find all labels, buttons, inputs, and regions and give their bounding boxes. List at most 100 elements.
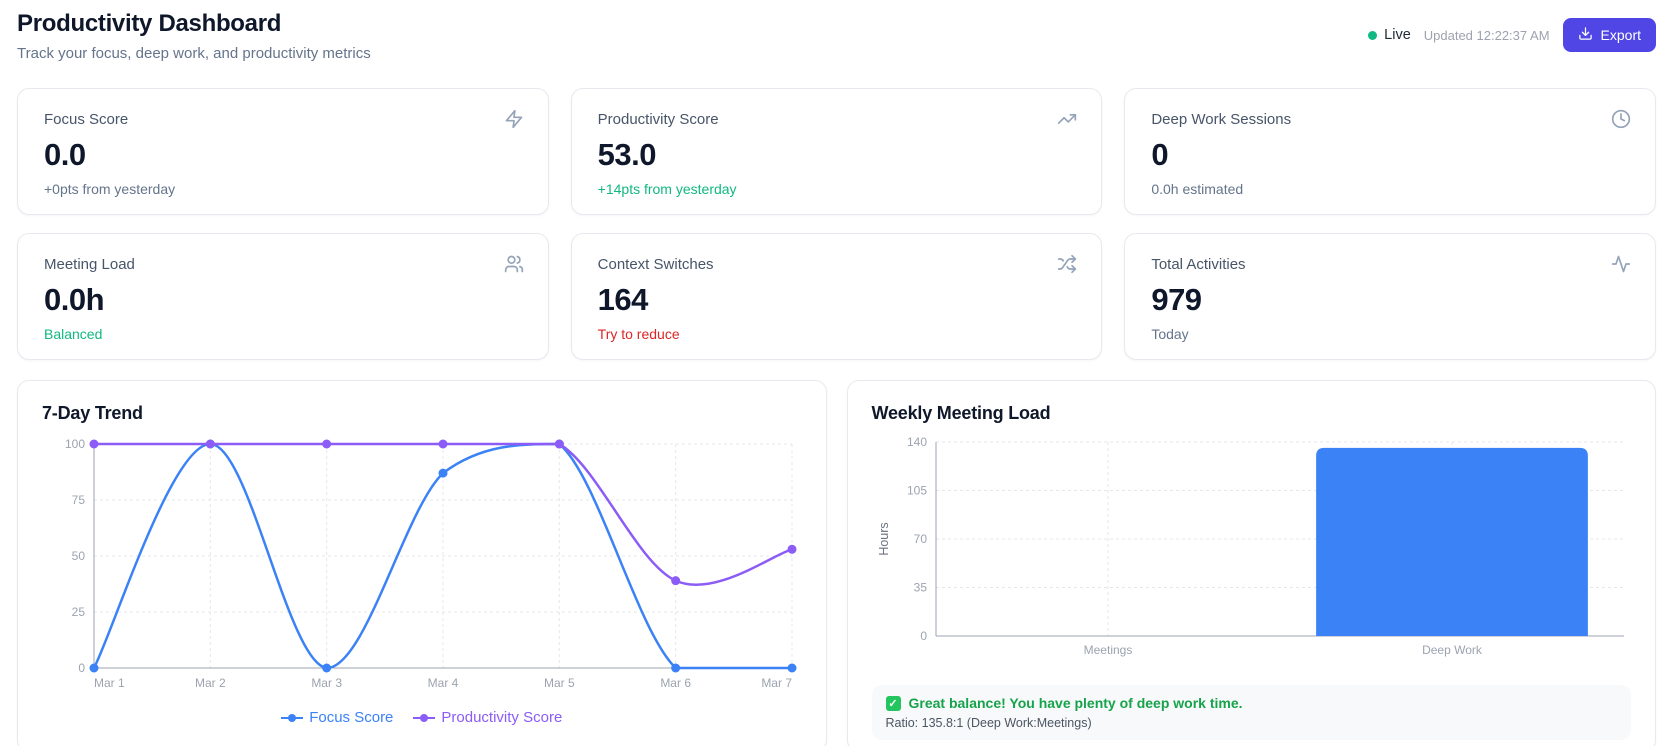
data-point [554,439,564,449]
data-point [322,663,332,673]
y-tick-label: 50 [72,549,86,563]
page-subtitle: Track your focus, deep work, and product… [17,45,371,62]
metric-card-deep-work-sessions: Deep Work Sessions 0 0.0h estimated [1124,88,1656,215]
data-point [671,663,681,673]
export-button[interactable]: Export [1562,18,1656,52]
metric-value: 979 [1151,282,1202,317]
metric-value: 164 [597,282,649,317]
y-tick-label: 75 [72,493,86,507]
live-dot-icon [1368,30,1378,40]
bar [1315,447,1588,636]
data-point [787,544,797,554]
metric-delta: Balanced [44,326,103,342]
users-icon [504,254,524,274]
data-point [438,439,448,449]
updated-timestamp: Updated 12:22:37 AM [1423,27,1550,43]
trending-up-icon [1057,109,1077,129]
data-point [438,468,448,478]
metric-label: Focus Score [44,111,129,128]
data-point [322,439,332,449]
y-tick-label: 0 [78,661,85,675]
metric-value: 53.0 [597,137,657,172]
y-tick-label: 35 [913,581,927,595]
clock-icon [1611,109,1631,129]
trend-chart-body: 0 25 50 75 100 Mar 1 Mar 2 Mar 3 Mar 4 Mar 5 Mar 6… [42,434,802,705]
metric-delta: +0pts from yesterday [44,181,176,197]
header-controls: Live Updated 12:22:37 AM Export [1368,18,1656,52]
metric-delta: 0.0h estimated [1151,181,1244,197]
y-tick-label: 70 [913,532,927,546]
trend-chart-legend: Focus Score Productivity Score [42,709,802,726]
metric-delta: Try to reduce [597,326,680,342]
download-icon [1578,26,1593,44]
metric-card-context-switches: Context Switches 164 Try to reduce [570,233,1103,360]
metric-card-productivity-score: Productivity Score 53.0 +14pts from yest… [570,88,1103,215]
metric-label: Total Activities [1151,256,1246,273]
series-line [92,442,792,670]
x-category-label: Deep Work [1422,643,1483,657]
data-point [205,439,215,449]
y-tick-label: 140 [906,435,926,449]
y-tick-label: 100 [65,437,85,451]
activity-icon [1611,254,1631,274]
x-tick-label: Mar 6 [660,676,691,690]
page-title: Productivity Dashboard [17,10,282,37]
meeting-load-chart-title: Weekly Meeting Load [871,403,1051,423]
y-axis-label: Hours [877,522,891,555]
balance-note: ✓ Great balance! You have plenty of deep… [871,685,1631,740]
x-category-label: Meetings [1083,643,1132,657]
balance-note-title: Great balance! You have plenty of deep w… [908,695,1243,711]
metric-card-meeting-load: Meeting Load 0.0h Balanced [17,233,549,360]
x-tick-label: Mar 1 [94,676,125,690]
check-icon: ✓ [885,695,901,711]
y-tick-label: 0 [920,629,927,643]
x-tick-label: Mar 7 [761,676,792,690]
metric-label: Context Switches [597,256,714,273]
balance-note-title-row: ✓ Great balance! You have plenty of deep… [885,695,1618,711]
meeting-load-chart-svg: 0 35 70 105 140 Meetings Deep Work Hours [877,435,1624,657]
meeting-load-chart-body: 0 35 70 105 140 Meetings Deep Work Hours [872,434,1632,669]
balance-note-ratio: Ratio: 135.8:1 (Deep Work:Meetings) [885,716,1092,730]
y-tick-label: 105 [906,484,926,498]
header: Productivity Dashboard Track your focus,… [17,10,1656,62]
metric-value: 0 [1151,137,1169,172]
trend-chart-title: 7-Day Trend [42,403,143,423]
live-label: Live [1384,27,1411,43]
data-point [89,439,99,449]
legend-marker-icon [281,713,304,722]
live-status: Live [1368,27,1411,43]
zap-icon [504,109,524,129]
metric-value: 0.0 [44,137,86,172]
metric-label: Deep Work Sessions [1151,111,1292,128]
metric-delta: Today [1151,326,1189,342]
series-line [93,442,793,587]
y-tick-label: 25 [72,605,86,619]
meeting-load-chart-card: Weekly Meeting Load 0 35 70 105 140 Meetings D… [846,380,1656,746]
x-tick-label: Mar 5 [544,676,575,690]
shuffle-icon [1057,254,1077,274]
x-tick-label: Mar 3 [311,676,342,690]
metric-value: 0.0h [44,282,105,317]
legend-label: Productivity Score [441,709,563,726]
data-point [787,663,797,673]
metric-card-total-activities: Total Activities 979 Today [1124,233,1656,360]
header-titles: Productivity Dashboard Track your focus,… [17,10,371,62]
legend-item[interactable]: Productivity Score [413,709,562,726]
charts-grid: 7-Day Trend 0 25 50 75 100 Mar 1 Mar 2 Mar 3 Mar… [17,380,1656,746]
trend-chart-svg: 0 25 50 75 100 Mar 1 Mar 2 Mar 3 Mar 4 Mar 5 Mar 6… [65,437,797,690]
data-point [671,576,681,586]
trend-chart-card: 7-Day Trend 0 25 50 75 100 Mar 1 Mar 2 Mar 3 Mar… [17,380,827,746]
legend-item[interactable]: Focus Score [281,709,393,726]
data-point [89,663,99,673]
x-tick-label: Mar 4 [428,676,459,690]
legend-marker-icon [413,713,436,722]
metric-card-focus-score: Focus Score 0.0 +0pts from yesterday [17,88,549,215]
legend-label: Focus Score [309,709,394,726]
x-tick-label: Mar 2 [195,676,226,690]
metrics-grid: Focus Score 0.0 +0pts from yesterday Pro… [17,88,1656,360]
export-button-label: Export [1600,27,1641,43]
metric-label: Productivity Score [597,111,719,128]
metric-delta: +14pts from yesterday [597,181,737,197]
metric-label: Meeting Load [44,256,135,273]
